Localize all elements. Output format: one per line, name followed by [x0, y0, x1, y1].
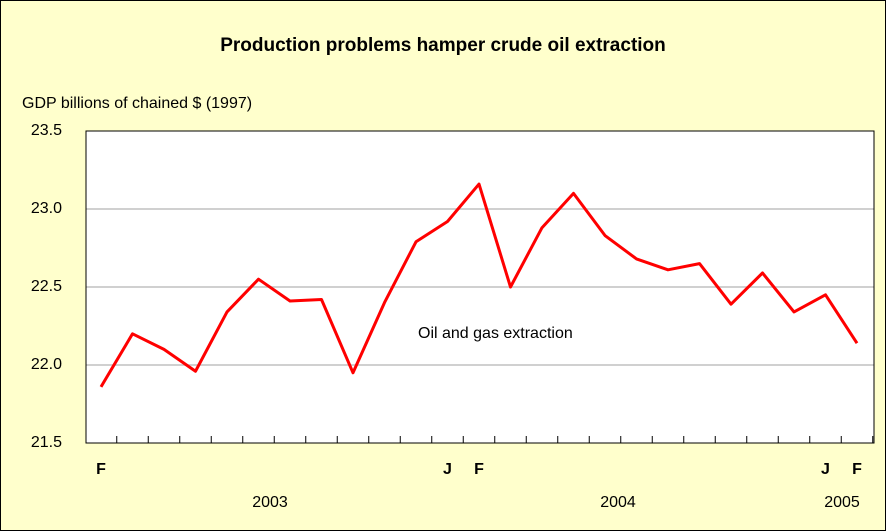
y-tick-label: 23.0 — [31, 200, 62, 217]
year-label: 2005 — [824, 494, 860, 511]
x-tick-label: J — [821, 461, 830, 478]
x-tick-label: F — [474, 461, 484, 478]
x-tick-label: F — [852, 461, 862, 478]
series-line — [99, 182, 859, 388]
y-tick-label: 22.0 — [31, 356, 62, 373]
series-label: Oil and gas extraction — [418, 325, 573, 342]
chart-title: Production problems hamper crude oil ext… — [220, 35, 666, 56]
plot-border — [85, 130, 875, 444]
x-tick-label: J — [443, 461, 452, 478]
y-tick-label: 22.5 — [31, 278, 62, 295]
y-tick-label: 21.5 — [31, 434, 62, 451]
y-tick-label: 23.5 — [31, 122, 62, 139]
y-axis-label: GDP billions of chained $ (1997) — [22, 95, 252, 112]
x-tick-label: F — [96, 461, 106, 478]
year-label: 2003 — [252, 494, 288, 511]
year-label: 2004 — [600, 494, 636, 511]
